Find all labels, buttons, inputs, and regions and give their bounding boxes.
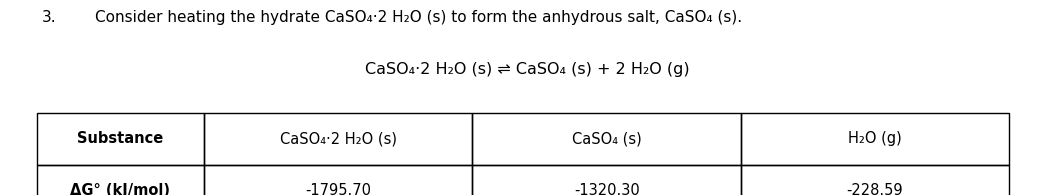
Bar <box>741 113 1010 165</box>
Bar <box>741 165 1010 195</box>
Text: H₂O (g): H₂O (g) <box>848 131 902 146</box>
Text: CaSO₄ (s): CaSO₄ (s) <box>572 131 641 146</box>
Bar <box>204 113 473 165</box>
Bar <box>37 165 204 195</box>
Text: CaSO₄·2 H₂O (s): CaSO₄·2 H₂O (s) <box>280 131 397 146</box>
Bar <box>473 165 741 195</box>
Text: 3.: 3. <box>42 10 57 25</box>
Text: CaSO₄·2 H₂O (s) ⇌ CaSO₄ (s) + 2 H₂O (g): CaSO₄·2 H₂O (s) ⇌ CaSO₄ (s) + 2 H₂O (g) <box>365 62 690 77</box>
Text: -1795.70: -1795.70 <box>305 183 371 195</box>
Text: ΔG° (kJ/mol): ΔG° (kJ/mol) <box>71 183 171 195</box>
Text: Substance: Substance <box>77 131 164 146</box>
Bar <box>473 113 741 165</box>
Text: -228.59: -228.59 <box>847 183 903 195</box>
Bar <box>204 165 473 195</box>
Text: -1320.30: -1320.30 <box>574 183 639 195</box>
Bar <box>37 113 204 165</box>
Text: Consider heating the hydrate CaSO₄·2 H₂O (s) to form the anhydrous salt, CaSO₄ (: Consider heating the hydrate CaSO₄·2 H₂O… <box>95 10 742 25</box>
